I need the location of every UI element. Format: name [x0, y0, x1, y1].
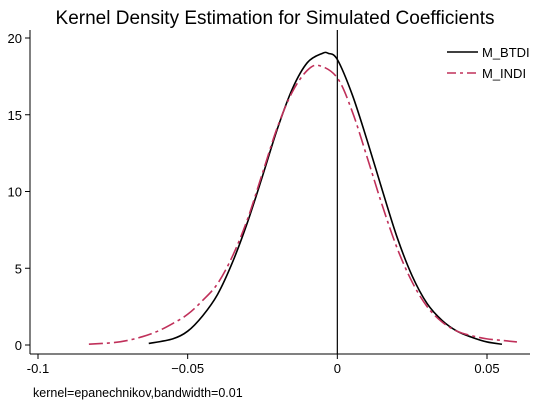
x-tick-label: -0.1 [27, 361, 49, 376]
y-tick-label: 15 [8, 108, 22, 123]
legend-label-m-indi: M_INDI [482, 66, 526, 81]
kernel-note: kernel=epanechnikov,bandwidth=0.01 [33, 386, 243, 400]
y-tick-label: 5 [15, 261, 22, 276]
chart-title: Kernel Density Estimation for Simulated … [56, 8, 495, 29]
legend-label-m-btdi: M_BTDI [482, 45, 530, 60]
y-tick-label: 10 [8, 185, 22, 200]
x-tick-label: −0.05 [171, 361, 204, 376]
series-line-m-indi [88, 64, 518, 346]
y-tick-label: 0 [15, 338, 22, 353]
axes: 0 5 10 15 20 -0.1 −0.05 0 0.05 [8, 30, 530, 376]
series-layer [88, 51, 518, 346]
legend: M_BTDI M_INDI [447, 45, 530, 81]
x-tick-label: 0 [334, 361, 341, 376]
y-tick-label: 20 [8, 31, 22, 46]
x-tick-label: 0.05 [474, 361, 499, 376]
series-line-m-btdi [148, 51, 503, 346]
